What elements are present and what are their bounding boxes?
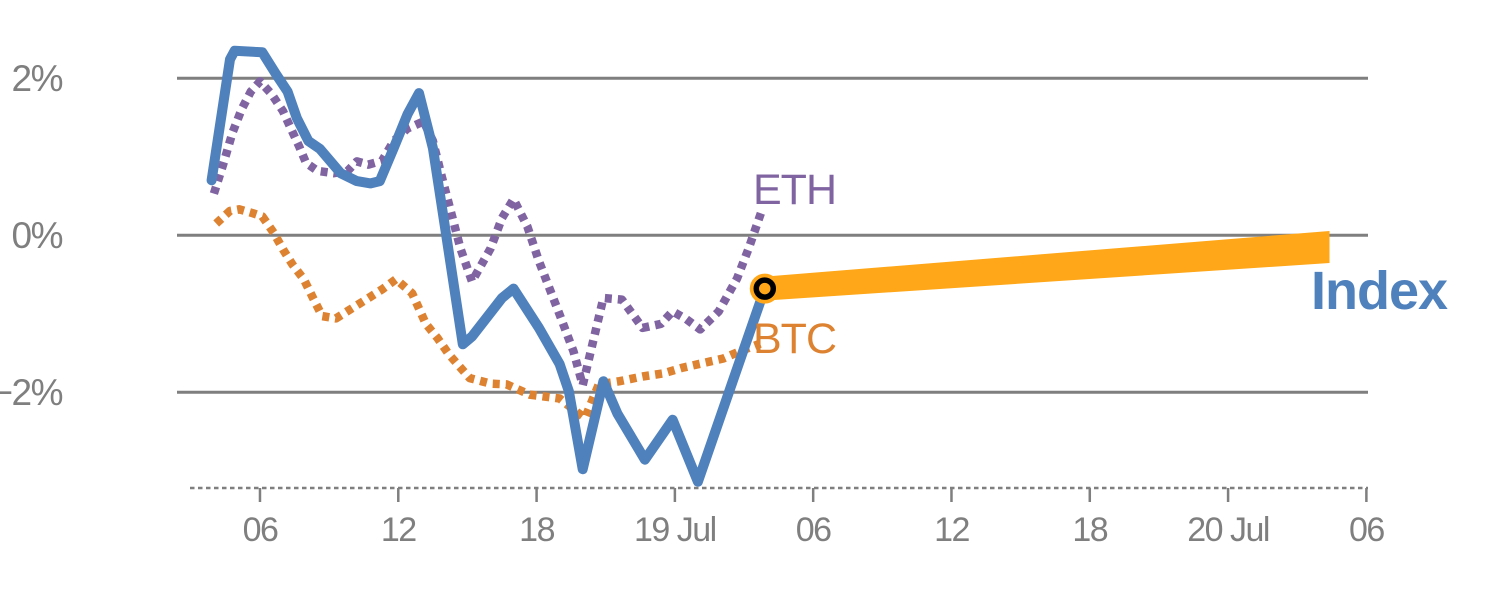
btc-series-label: BTC [753,315,837,363]
x-axis-tick-label: 18 [519,511,554,549]
x-axis-tick-label: 06 [796,511,831,549]
y-axis-tick-label: −2% [0,372,63,413]
eth-series-label: ETH [753,166,837,214]
x-axis-tick-label: 06 [1349,511,1384,549]
index-series-label: Index [1311,261,1448,321]
btc-line [213,205,762,423]
x-axis-tick-label: 12 [934,511,969,549]
x-axis-tick-label: 18 [1072,511,1107,549]
y-axis-tick-label: 2% [12,58,63,99]
index-line [206,45,770,487]
index-projection-line [764,231,1330,301]
y-axis-tick-label: 0% [12,215,63,256]
x-axis-tick-label: 19 Jul [634,511,716,549]
current-value-marker-icon [753,277,777,300]
x-axis-tick-label: 06 [243,511,278,549]
x-axis-tick-label: 12 [381,511,416,549]
x-axis-tick-label: 20 Jul [1187,511,1269,549]
